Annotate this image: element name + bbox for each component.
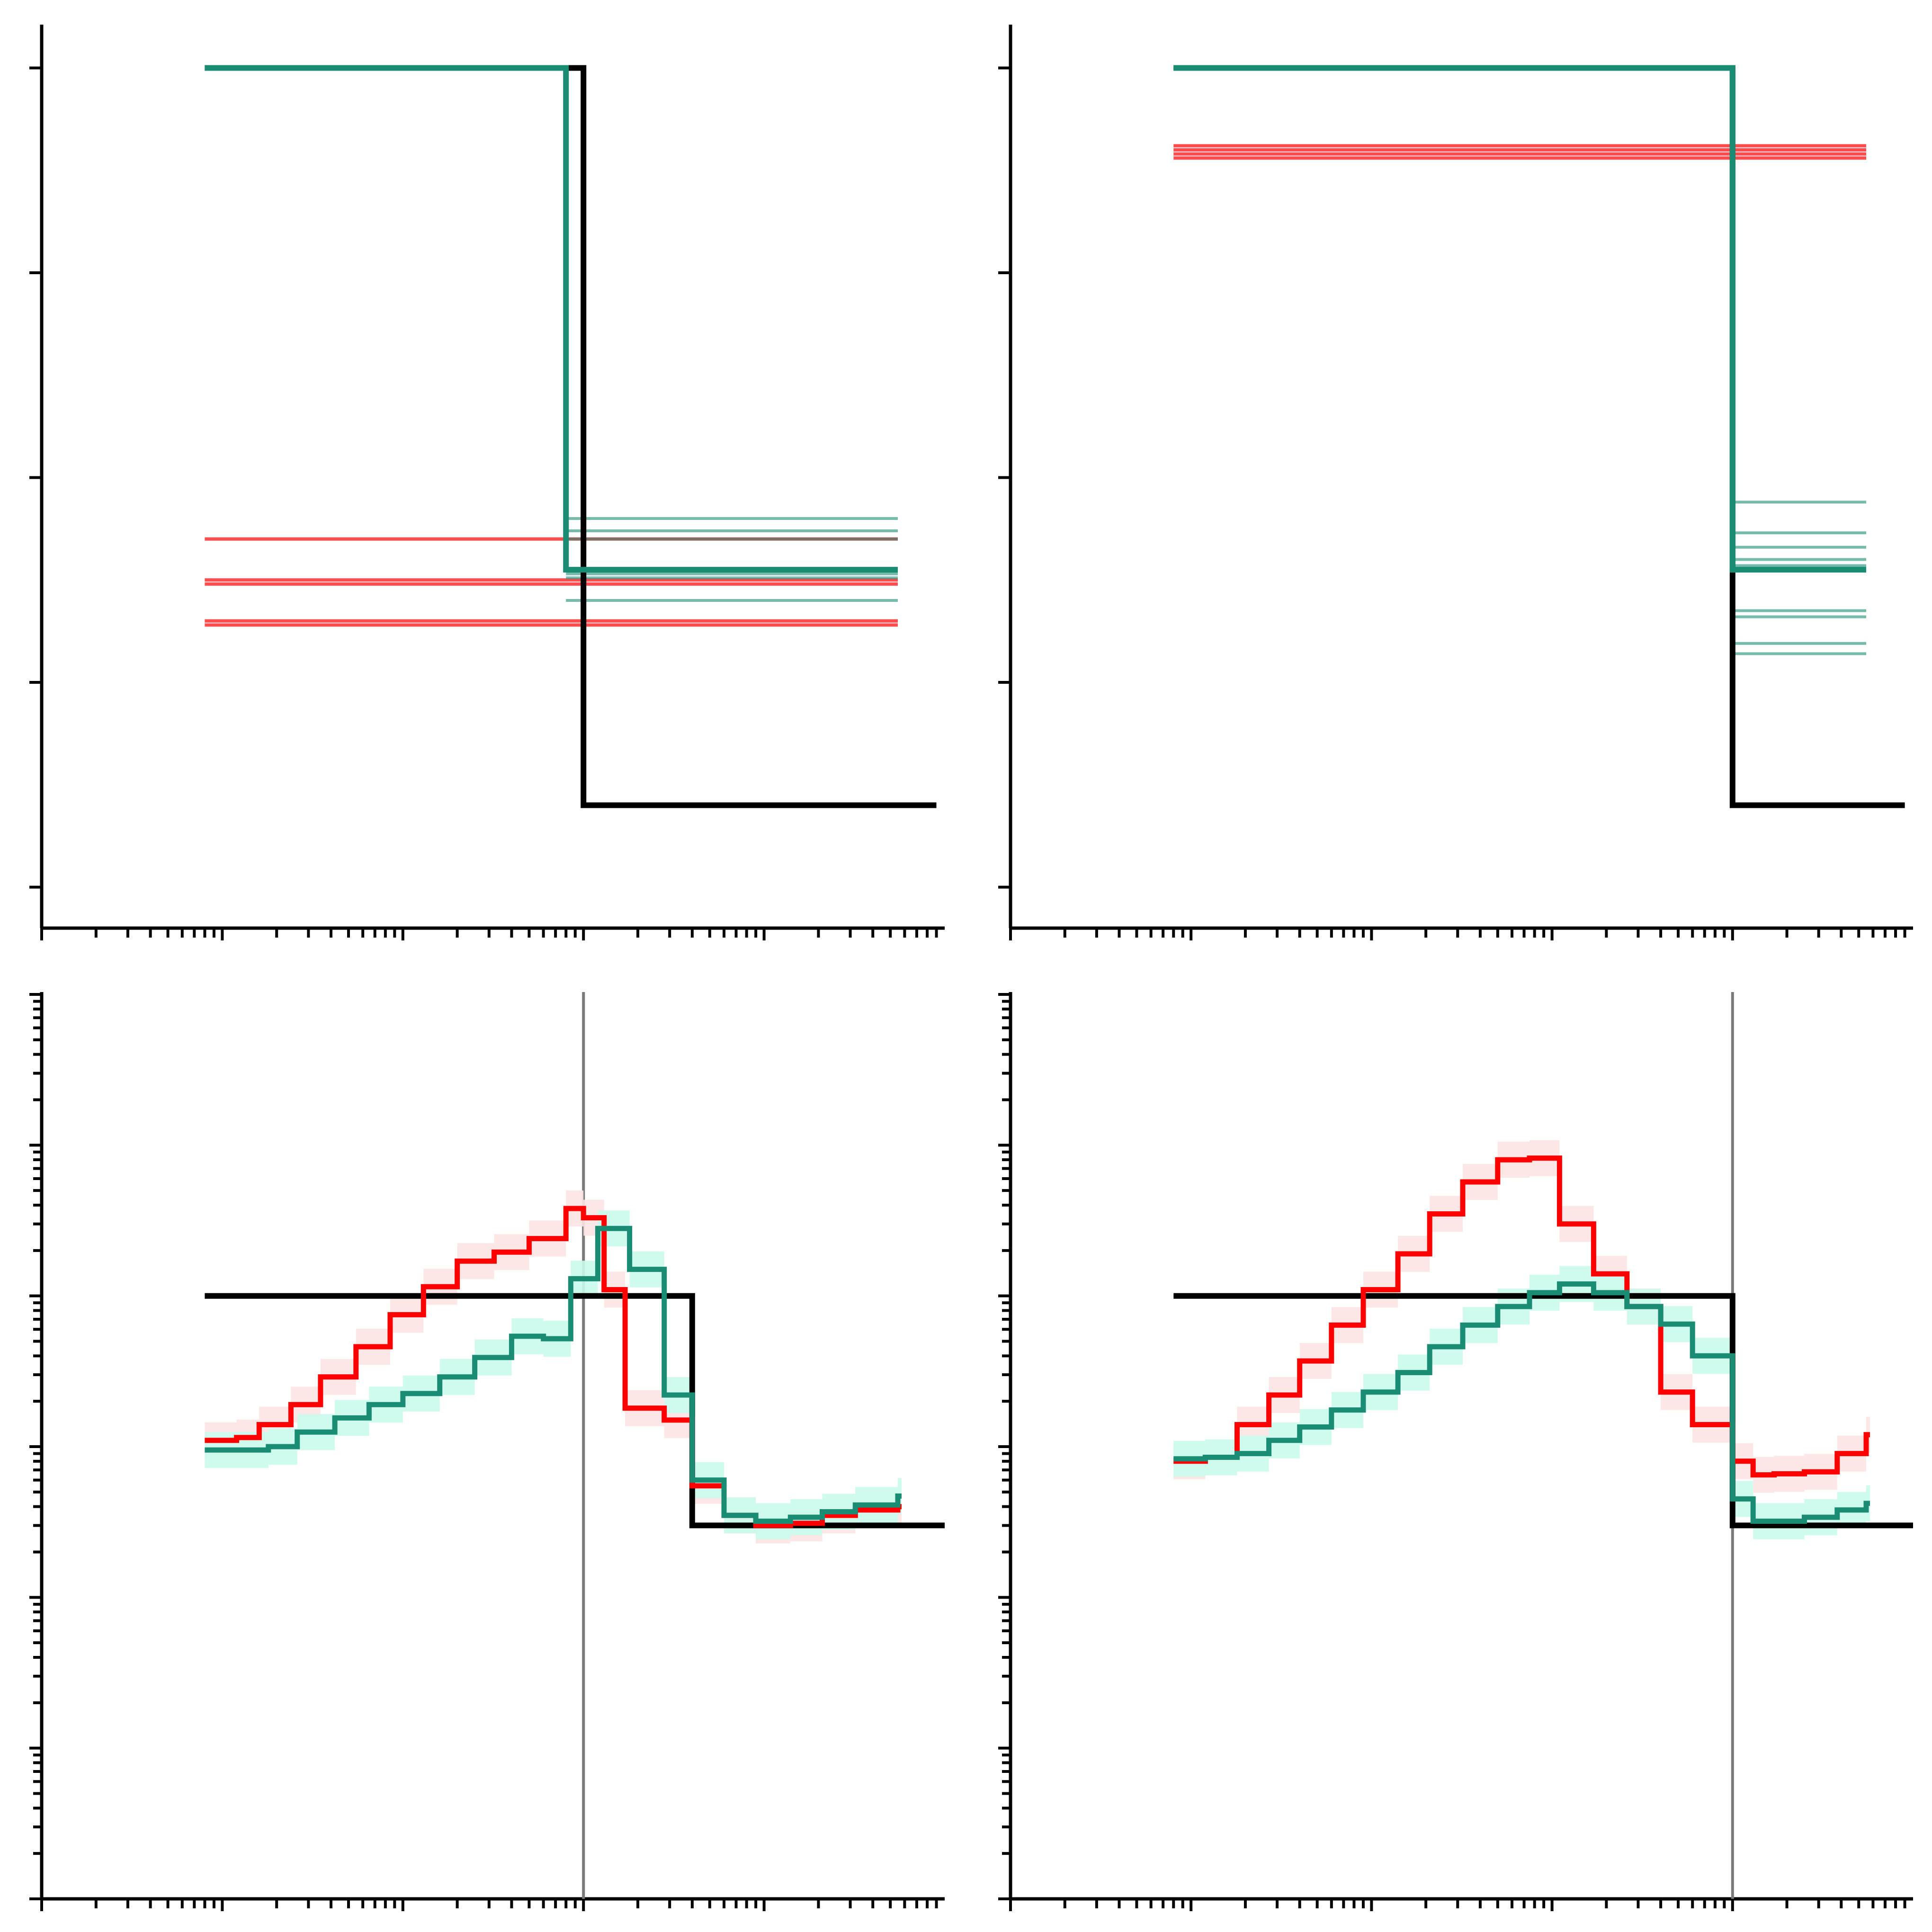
teal-line [205,1225,902,1524]
panel-top-right [998,25,1913,940]
truth-line [1173,65,1905,808]
teal-band [205,1210,902,1539]
red-band [205,1190,902,1544]
panel-bottom-right [998,992,1913,1911]
red-band [1173,1140,1870,1493]
teal-median-line [205,65,898,573]
red-line [205,1206,902,1528]
truth-line [205,65,937,808]
panel-top-left [29,25,945,940]
red-line [1173,1155,1870,1478]
panel-bottom-left [29,992,945,1911]
teal-median-line [1173,65,1866,573]
teal-line [1173,1281,1870,1524]
teal-band [1173,1266,1870,1539]
